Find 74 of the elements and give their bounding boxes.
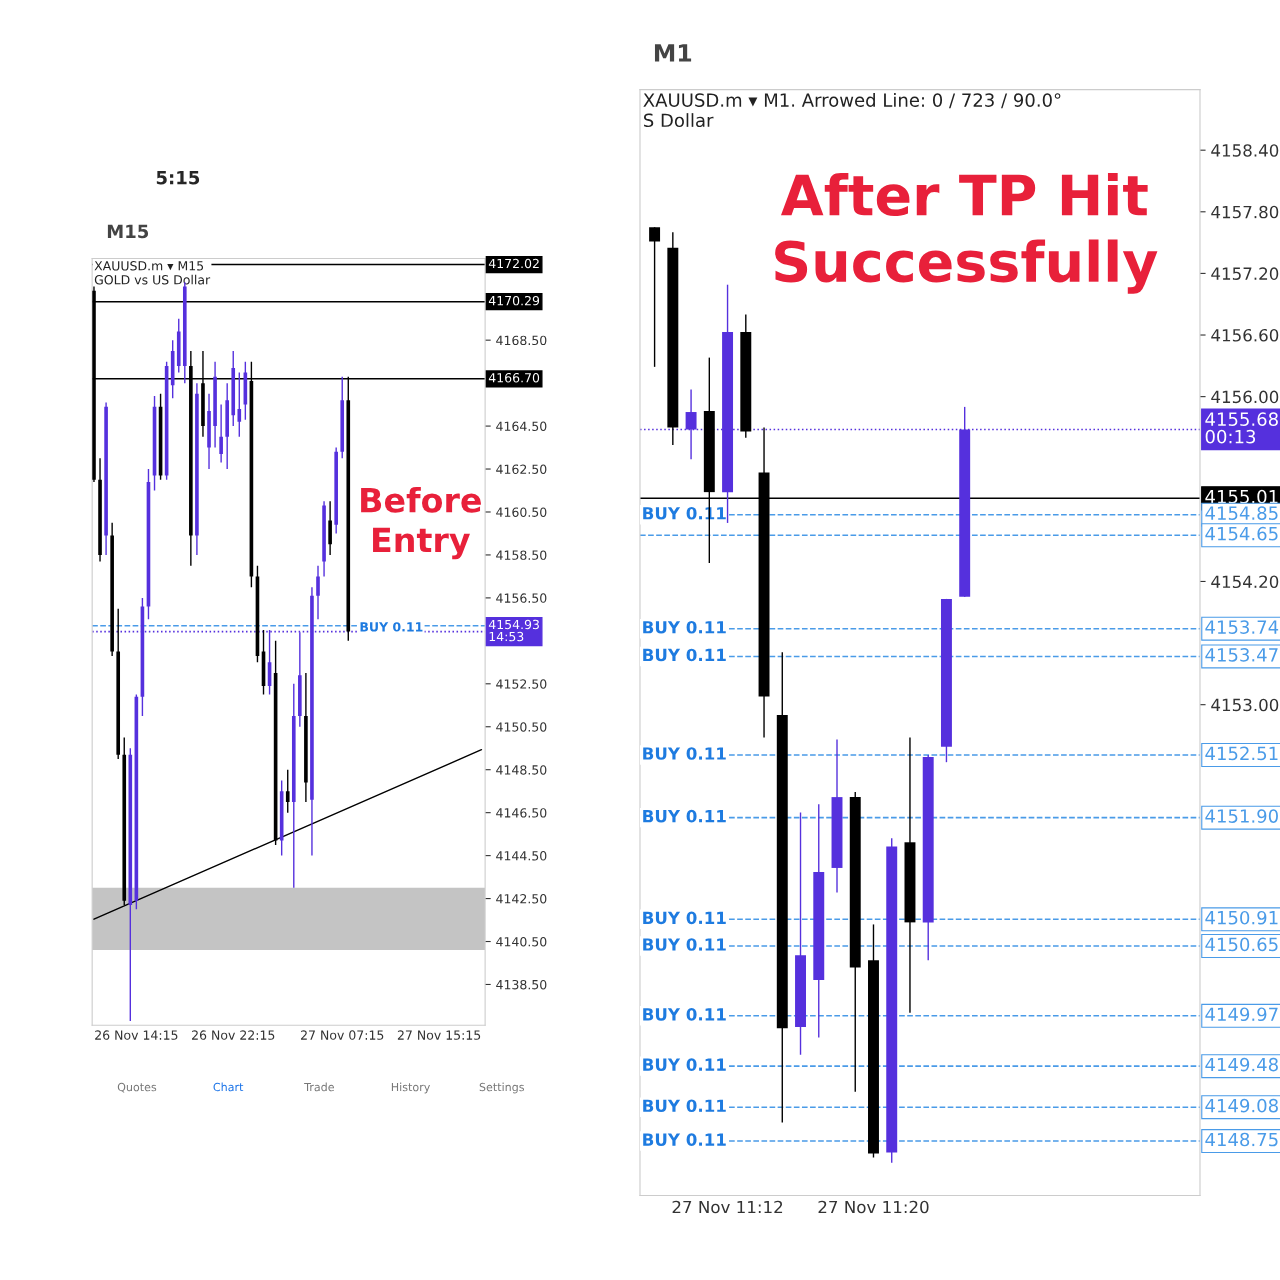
x-tick-label: 27 Nov 15:15	[397, 1030, 481, 1040]
candlestick	[219, 403, 223, 464]
y-tick-label: 4142.50	[496, 894, 547, 904]
candlestick	[328, 500, 332, 556]
annotation: BUY 0.11	[643, 1008, 726, 1021]
text: XAUUSD.m ▾ M1. Arrowed Line: 0 / 723 / 90.0° S Dollar	[643, 92, 1061, 128]
ref-line-label: 4153.74	[1205, 620, 1279, 634]
text: 5:15	[156, 171, 200, 185]
y-tick-label: 4154.20	[1211, 575, 1279, 589]
annotation: Before Entry	[361, 486, 481, 560]
y-tick-label: 4162.50	[496, 464, 547, 474]
y-tick-label: 4138.50	[496, 979, 547, 990]
chart-title: M1	[654, 44, 692, 62]
y-tick-label: 4150.50	[496, 722, 547, 732]
ref-line-label: 4153.47	[1205, 648, 1278, 662]
chart-title: M15	[107, 224, 149, 239]
ref-line-label: 4166.70	[488, 373, 540, 383]
ref-line-label: 4154.85	[1205, 506, 1278, 520]
candlestick	[649, 226, 661, 368]
annotation: BUY 0.11	[643, 1099, 726, 1113]
y-tick-label: 4156.50	[496, 593, 547, 603]
annotation: BUY 0.11	[643, 747, 726, 760]
y-tick-label: 4148.50	[496, 765, 547, 775]
y-tick-label: 4157.20	[1211, 267, 1279, 280]
y-tick-label: 4158.40	[1211, 144, 1279, 157]
candlestick	[316, 564, 320, 621]
annotation: BUY 0.11	[643, 938, 726, 951]
ref-line-label: 4154.65	[1205, 526, 1278, 541]
ref-line-label: 4149.48	[1205, 1057, 1278, 1072]
candlestick	[285, 769, 290, 814]
ref-line-label: 4155.68 00:13	[1205, 412, 1278, 444]
y-tick-label: 4164.50	[496, 421, 547, 432]
y-tick-label: 4144.50	[496, 851, 547, 861]
y-tick-label: 4168.50	[496, 335, 547, 346]
annotation: BUY 0.11	[643, 648, 726, 662]
ref-line-label: 4151.90	[1205, 809, 1278, 823]
candlestick	[237, 371, 242, 438]
annotation: BUY 0.11	[643, 1058, 726, 1071]
annotation: BUY 0.11	[643, 809, 726, 823]
text: Quotes	[117, 1082, 157, 1093]
y-tick-label: 4156.00	[1211, 390, 1279, 404]
ref-line-label: 4170.29	[488, 295, 540, 306]
y-tick-label: 4153.00	[1211, 698, 1279, 712]
y-tick-label: 4152.50	[496, 679, 547, 689]
y-tick-label: 4160.50	[496, 507, 547, 517]
ref-line-label: 4149.08	[1205, 1098, 1278, 1113]
x-tick-label: 27 Nov 07:15	[301, 1030, 384, 1040]
text: History	[391, 1082, 430, 1094]
annotation: BUY 0.11	[643, 1133, 726, 1146]
ref-line-label: 4155.01	[1205, 489, 1278, 504]
annotation: BUY 0.11	[643, 620, 726, 634]
ref-line-label: 4172.02	[488, 258, 539, 269]
text: Trade	[304, 1082, 334, 1092]
ref-line-label: 4150.65	[1205, 937, 1278, 952]
y-tick-label: 4156.60	[1211, 328, 1279, 342]
y-tick-label: 4146.50	[496, 808, 547, 818]
annotation: BUY 0.11	[360, 622, 423, 632]
y-tick-label: 4157.80	[1211, 205, 1279, 219]
text: XAUUSD.m ▾ M15 GOLD vs US Dollar	[94, 261, 211, 285]
x-tick-label: 27 Nov 11:12	[672, 1200, 783, 1214]
y-tick-label: 4140.50	[496, 936, 547, 947]
ref-line-label: 4154.93 14:53	[488, 619, 539, 642]
x-tick-label: 26 Nov 14:15	[95, 1030, 178, 1040]
annotation: After TP Hit Successfully	[775, 173, 1158, 294]
ref-line-label: 4148.75	[1205, 1132, 1278, 1147]
x-tick-label: 26 Nov 22:15	[192, 1030, 275, 1040]
y-tick-label: 4158.50	[496, 550, 547, 560]
text: Settings	[479, 1082, 524, 1094]
annotation: BUY 0.11	[643, 911, 726, 925]
ref-line-label: 4152.51	[1205, 746, 1278, 761]
x-tick-label: 27 Nov 11:20	[818, 1200, 929, 1214]
ref-line-label: 4149.97	[1205, 1007, 1278, 1022]
text: Chart	[213, 1082, 244, 1092]
ref-line-label: 4150.91	[1205, 910, 1278, 925]
